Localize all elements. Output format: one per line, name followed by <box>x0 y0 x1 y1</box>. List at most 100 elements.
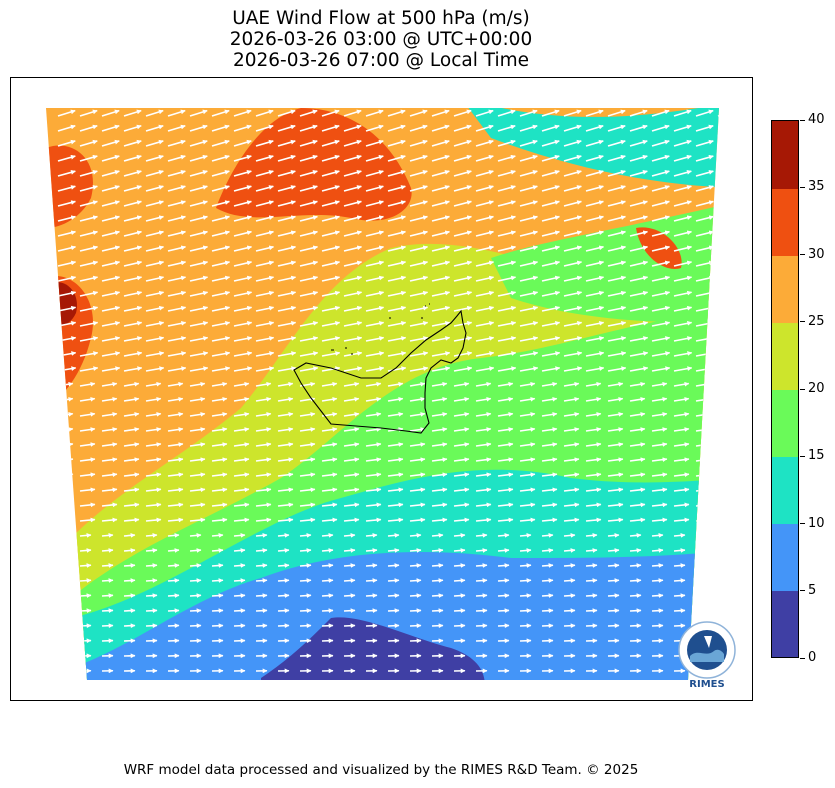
uae-boundary <box>293 309 467 434</box>
wind-arrow <box>167 563 180 568</box>
wind-arrow <box>519 487 536 493</box>
wind-arrow <box>453 170 472 177</box>
wind-arrow <box>145 305 165 312</box>
wind-arrow <box>255 487 272 493</box>
wind-arrow <box>629 290 649 297</box>
wind-arrow <box>585 170 604 177</box>
wind-arrow <box>585 517 602 523</box>
colorbar-tick-label: 0 <box>808 650 817 665</box>
wind-arrow <box>717 215 719 222</box>
wind-arrow <box>387 200 406 207</box>
wind-arrow <box>695 139 714 147</box>
wind-arrow <box>563 170 582 177</box>
wind-arrow <box>651 563 664 568</box>
wind-arrow <box>211 457 228 463</box>
wind-arrow <box>563 502 580 508</box>
wind-arrow <box>189 124 208 132</box>
wind-arrow <box>145 578 158 583</box>
wind-arrow <box>409 548 422 553</box>
wind-arrow <box>695 517 712 523</box>
wind-arrow <box>453 457 470 463</box>
wind-arrow <box>585 487 602 493</box>
wind-arrow <box>453 442 470 447</box>
wind-arrow <box>695 260 715 267</box>
wind-arrow <box>629 593 642 598</box>
wind-arrow <box>255 396 272 402</box>
wind-arrow <box>101 245 120 252</box>
wind-arrow <box>123 275 143 282</box>
wind-arrow <box>695 170 714 177</box>
wind-arrow <box>101 487 118 493</box>
wind-arrow <box>541 215 560 222</box>
wind-arrow <box>57 124 76 132</box>
wind-arrow <box>629 563 642 568</box>
wind-arrow <box>343 290 363 297</box>
colorbar-segment <box>772 322 798 390</box>
wind-arrow <box>123 260 143 267</box>
wind-arrow <box>79 366 99 372</box>
wind-arrow <box>673 457 690 463</box>
wind-arrow <box>475 502 492 508</box>
wind-arrow <box>387 608 400 614</box>
wind-arrow <box>497 170 516 177</box>
wind-arrow <box>57 185 76 192</box>
colorbar-tick-label: 35 <box>808 179 825 195</box>
wind-arrow <box>541 185 560 192</box>
wind-arrow <box>651 472 668 478</box>
wind-arrow <box>607 154 626 162</box>
wind-arrow <box>475 593 488 598</box>
wind-arrow <box>541 487 558 493</box>
wind-arrow <box>233 412 250 417</box>
wind-arrow <box>101 623 114 629</box>
wind-arrow <box>189 109 208 117</box>
wind-arrow <box>233 396 250 402</box>
wind-arrow <box>233 457 250 463</box>
wind-arrow <box>299 215 318 222</box>
wind-arrow <box>321 533 334 538</box>
wind-arrow <box>431 593 444 598</box>
wind-arrow <box>409 154 428 162</box>
wind-arrow <box>453 154 472 162</box>
wind-arrow <box>211 608 224 614</box>
wind-arrow <box>299 412 316 417</box>
wind-arrow <box>277 305 297 312</box>
wind-arrow <box>57 472 74 478</box>
wind-arrow <box>255 548 268 553</box>
wind-arrow <box>321 593 334 598</box>
wind-arrow <box>145 109 164 117</box>
wind-arrow <box>475 260 495 267</box>
wind-arrow <box>629 396 646 402</box>
wind-arrow <box>673 533 686 538</box>
colorbar-tick-label: 5 <box>808 582 817 598</box>
wind-arrow <box>563 124 582 132</box>
wind-arrow <box>233 215 252 222</box>
wind-arrow <box>211 381 228 387</box>
wind-arrow <box>189 457 206 463</box>
wind-arrow <box>453 487 470 493</box>
wind-arrow <box>189 336 209 342</box>
wind-arrow <box>277 472 294 478</box>
wind-arrow <box>123 320 143 327</box>
wind-arrow <box>233 154 252 162</box>
wind-arrow <box>431 533 444 538</box>
wind-arrow <box>101 427 118 432</box>
wind-arrow <box>431 381 448 387</box>
wind-arrow <box>607 396 624 402</box>
wind-arrow <box>233 517 250 523</box>
wind-arrow <box>409 623 422 629</box>
wind-arrow <box>321 472 338 478</box>
wind-arrow <box>673 170 692 177</box>
wind-arrow <box>321 578 334 583</box>
wind-arrow <box>123 533 136 538</box>
wind-arrow <box>475 517 492 523</box>
wind-arrow <box>585 351 605 357</box>
wind-arrow <box>585 502 602 508</box>
wind-arrow <box>343 502 360 508</box>
wind-arrow <box>277 533 290 538</box>
wind-arrow <box>365 109 384 117</box>
wind-arrow <box>475 472 492 478</box>
wind-arrow <box>717 412 719 417</box>
wind-arrow <box>299 336 319 342</box>
wind-arrow <box>695 548 708 553</box>
wind-arrow <box>409 502 426 508</box>
